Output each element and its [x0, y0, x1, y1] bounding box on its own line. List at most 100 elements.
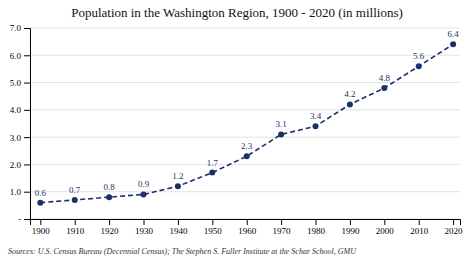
- y-axis: - 1.0 2.0 3.0 4.0 5.0 6.0 7.0: [10, 23, 31, 224]
- data-label: 3.4: [310, 111, 322, 121]
- point: [72, 197, 78, 203]
- point: [106, 194, 112, 200]
- line: [40, 44, 453, 202]
- x-tick: 2010: [410, 219, 429, 236]
- data-label: 0.7: [69, 185, 81, 195]
- y-tick: 5.0: [10, 78, 30, 88]
- x-tick: 1950: [204, 219, 223, 236]
- data-labels: 0.6 0.7 0.8 0.9 1.2 1.7 2.3 3.1 3.4 4.2 4.8 5.6 6.4: [35, 29, 460, 197]
- grid-line: [30, 82, 460, 83]
- x-tick: 1900: [32, 219, 51, 236]
- x-tick-mark: [40, 219, 41, 225]
- point: [381, 85, 387, 91]
- x-tick-label: 1990: [341, 226, 360, 236]
- y-tick-mark: [24, 192, 30, 193]
- point: [175, 183, 181, 189]
- grid-line: [30, 109, 460, 110]
- point: [416, 63, 422, 69]
- y-tick-mark: [24, 55, 30, 56]
- point: [347, 101, 353, 107]
- y-tick: -: [18, 214, 30, 224]
- x-tick-mark: [212, 219, 213, 225]
- y-tick-label: 1.0: [10, 187, 22, 197]
- data-label: 5.6: [413, 51, 425, 61]
- y-tick: 4.0: [10, 105, 30, 115]
- y-tick-label: 5.0: [10, 78, 22, 88]
- data-label: 4.8: [379, 73, 391, 83]
- point: [209, 170, 215, 176]
- y-tick-label: 2.0: [10, 160, 22, 170]
- data-label: 0.9: [138, 179, 150, 189]
- y-tick-mark: [24, 28, 30, 29]
- grid-line: [30, 137, 460, 138]
- y-tick-label: 3.0: [10, 133, 22, 143]
- plot: 1900191019201930194019501960197019801990…: [10, 23, 463, 236]
- x-tick-label: 1940: [169, 226, 188, 236]
- x-tick: 1980: [307, 219, 326, 236]
- data-label: 0.8: [103, 182, 115, 192]
- x-tick-label: 2000: [376, 226, 395, 236]
- x-tick-label: 1920: [101, 226, 120, 236]
- source: Sources: U.S. Census Bureau (Decennial C…: [8, 247, 357, 256]
- x-tick-mark: [281, 219, 282, 225]
- x-tick-mark: [453, 219, 454, 225]
- x-tick-mark: [75, 219, 76, 225]
- x-tick-mark: [316, 219, 317, 225]
- x-tick-label: 1930: [135, 226, 154, 236]
- x-tick-mark: [247, 219, 248, 225]
- data-label: 1.7: [207, 158, 219, 168]
- x-tick-label: 2010: [410, 226, 429, 236]
- x-tick: 1910: [66, 219, 85, 236]
- x-tick-mark: [384, 219, 385, 225]
- y-axis-line: [24, 29, 31, 220]
- x-axis: 1900191019201930194019501960197019801990…: [31, 219, 464, 236]
- y-tick-mark: [24, 83, 30, 84]
- x-tick: 1930: [135, 219, 154, 236]
- x-tick: 2000: [376, 219, 395, 236]
- x-tick: 1990: [341, 219, 360, 236]
- grid-line: [30, 55, 460, 56]
- point: [278, 131, 284, 137]
- y-tick-mark: [24, 110, 30, 111]
- point: [141, 191, 147, 197]
- x-tick: 1970: [273, 219, 292, 236]
- point: [37, 200, 43, 206]
- title: Population in the Washington Region, 190…: [71, 5, 403, 20]
- x-tick-label: 1910: [66, 226, 85, 236]
- x-tick-mark: [178, 219, 179, 225]
- chart: Population in the Washington Region, 190…: [0, 0, 474, 259]
- y-tick-mark: [24, 164, 30, 165]
- x-tick-mark: [419, 219, 420, 225]
- y-tick: 6.0: [10, 51, 30, 61]
- data-label: 2.3: [241, 141, 253, 151]
- x-tick-label: 1950: [204, 226, 223, 236]
- data-label: 1.2: [172, 171, 183, 181]
- y-tick-label: 7.0: [10, 23, 22, 33]
- y-tick-mark: [24, 219, 30, 220]
- grid: [30, 28, 460, 219]
- x-tick-label: 1980: [307, 226, 326, 236]
- marks: [37, 41, 456, 205]
- grid-line: [30, 28, 460, 29]
- y-tick-mark: [24, 137, 30, 138]
- grid-line: [30, 164, 460, 165]
- y-tick-label: -: [18, 214, 21, 224]
- point: [244, 153, 250, 159]
- x-tick-label: 1900: [32, 226, 51, 236]
- data-label: 0.6: [35, 188, 47, 198]
- x-tick: 1940: [169, 219, 188, 236]
- x-axis-line: [31, 220, 461, 226]
- data-label: 4.2: [344, 89, 355, 99]
- x-tick: 2020: [445, 219, 464, 236]
- point: [313, 123, 319, 129]
- data-label: 6.4: [447, 29, 459, 39]
- data-label: 3.1: [275, 119, 286, 129]
- x-tick-label: 1970: [273, 226, 292, 236]
- point: [450, 41, 456, 47]
- y-tick: 3.0: [10, 133, 30, 143]
- y-tick: 1.0: [10, 187, 30, 197]
- y-tick: 2.0: [10, 160, 30, 170]
- x-tick-mark: [144, 219, 145, 225]
- y-tick: 7.0: [10, 23, 30, 33]
- y-tick-label: 6.0: [10, 51, 22, 61]
